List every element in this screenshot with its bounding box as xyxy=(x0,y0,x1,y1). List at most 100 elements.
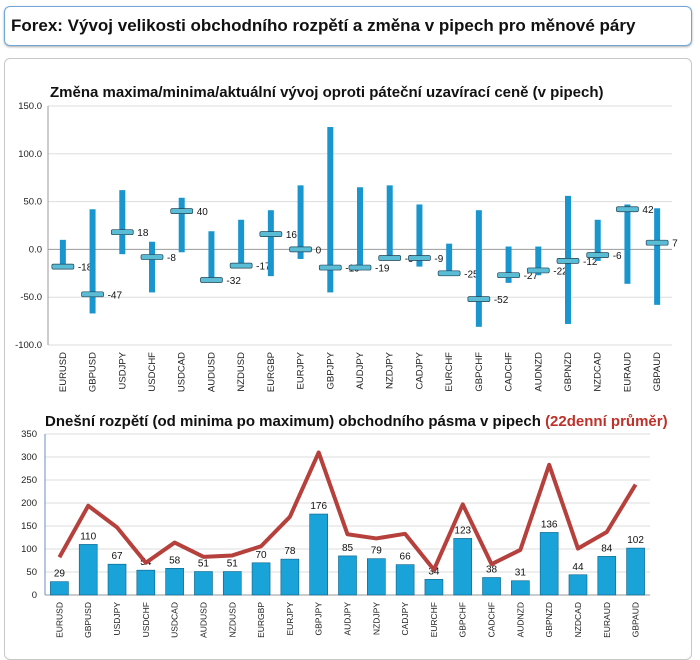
x-tick-label: CADJPY xyxy=(400,602,410,636)
bar-value-label: 58 xyxy=(169,555,181,566)
x-tick-label: GBPNZD xyxy=(544,602,554,637)
chart1: 150.0 100.0 50.0 0.0 -50.0 -100.0 -18 EURUSD -47… xyxy=(15,101,678,392)
current-marker xyxy=(318,264,342,271)
current-marker xyxy=(140,254,164,260)
x-tick-label: NZDJPY xyxy=(371,602,381,635)
x-tick-label: CADJPY xyxy=(414,351,425,389)
avg-22-day-line xyxy=(57,450,638,572)
bar xyxy=(78,544,98,596)
range-bar xyxy=(416,204,423,267)
current-marker xyxy=(556,258,580,264)
current-marker xyxy=(229,262,253,269)
range-bar xyxy=(119,190,126,255)
x-tick-label: NZDUSD xyxy=(236,352,247,392)
current-marker xyxy=(170,208,194,215)
range-bar xyxy=(357,187,363,268)
y-tick-label: 200 xyxy=(21,498,37,509)
current-label: 40 xyxy=(197,207,209,218)
bar-value-label: 176 xyxy=(310,501,327,512)
y-tick-label: -50.0 xyxy=(20,292,42,303)
x-tick-label: USDJPY xyxy=(112,602,122,636)
bar-value-label: 78 xyxy=(284,546,296,557)
bar-value-label: 51 xyxy=(198,559,210,570)
y-tick-label: 100.0 xyxy=(18,149,42,160)
range-bar xyxy=(535,246,542,276)
chart2-title-highlight: (22denní průměr) xyxy=(545,413,668,430)
range-bar xyxy=(59,239,66,267)
bar xyxy=(309,513,328,596)
x-tick-label: NZDCAD xyxy=(573,602,583,637)
x-tick-label: EURJPY xyxy=(296,351,307,389)
x-tick-label: AUDUSD xyxy=(198,602,208,638)
bar xyxy=(280,558,300,596)
current-label: -18 xyxy=(78,263,93,274)
bar xyxy=(568,574,588,596)
range-bar xyxy=(297,185,304,259)
bar-value-label: 31 xyxy=(515,568,527,579)
current-label: -32 xyxy=(226,276,241,287)
x-tick-label: EURAUD xyxy=(602,602,612,638)
x-tick-label: AUDUSD xyxy=(206,352,217,392)
chart1-title: Změna maxima/minima/aktuální vývoj oprot… xyxy=(50,84,604,101)
x-tick-label: EURCHF xyxy=(429,602,439,637)
x-tick-label: CADCHF xyxy=(504,352,515,392)
bar xyxy=(367,558,386,596)
current-label: 16 xyxy=(286,230,298,241)
current-label: -22 xyxy=(553,266,568,277)
range-bar xyxy=(654,208,661,305)
range-bar xyxy=(594,219,601,261)
bar-value-label: 102 xyxy=(627,535,644,546)
bar-value-label: 84 xyxy=(601,543,613,554)
range-bar xyxy=(505,246,512,283)
bar xyxy=(597,556,617,596)
x-tick-label: GBPAUD xyxy=(652,352,663,392)
y-tick-label: 100 xyxy=(21,544,37,555)
range-bar xyxy=(149,241,155,293)
x-tick-label: NZDUSD xyxy=(227,602,237,637)
range-bar xyxy=(238,219,245,266)
current-label: -47 xyxy=(108,290,123,301)
x-tick-label: NZDJPY xyxy=(385,351,396,389)
current-marker xyxy=(289,246,312,253)
range-bar xyxy=(386,185,393,260)
x-tick-label: AUDNZD xyxy=(533,352,544,392)
bar xyxy=(50,581,69,596)
y-tick-label: 300 xyxy=(21,452,37,463)
bar xyxy=(511,580,530,596)
current-marker xyxy=(110,229,134,236)
bar-value-label: 66 xyxy=(400,552,412,563)
x-tick-label: USDCAD xyxy=(177,352,188,392)
y-tick-label: 150 xyxy=(21,521,37,532)
bar xyxy=(453,538,473,596)
current-marker xyxy=(526,267,550,274)
y-tick-label: 50.0 xyxy=(24,197,43,208)
bar-value-label: 70 xyxy=(256,550,268,561)
current-marker xyxy=(259,231,283,237)
range-bar xyxy=(89,209,96,314)
bar-value-label: 123 xyxy=(454,525,471,536)
x-tick-label: CADCHF xyxy=(487,602,497,637)
x-tick-label: EURUSD xyxy=(54,602,64,638)
bar-value-label: 44 xyxy=(572,562,584,573)
bar-value-label: 34 xyxy=(428,566,440,577)
bar xyxy=(136,569,156,596)
current-marker xyxy=(408,255,431,261)
current-marker xyxy=(378,255,402,261)
bar-value-label: 38 xyxy=(486,565,498,576)
current-marker xyxy=(645,239,669,246)
x-tick-label: AUDJPY xyxy=(343,602,353,636)
range-bar xyxy=(327,127,334,293)
x-tick-label: AUDNZD xyxy=(515,602,525,637)
range-bar xyxy=(446,243,453,274)
current-label: 7 xyxy=(672,239,678,250)
x-tick-label: GBPNZD xyxy=(563,352,574,392)
current-label: -8 xyxy=(167,253,176,264)
bar-value-label: 51 xyxy=(227,559,239,570)
chart2: 350 300 250 200 150 100 50 0 29 EURUSD 110 GBPUSD 67… xyxy=(21,429,650,638)
current-marker xyxy=(200,277,223,283)
bar-value-label: 136 xyxy=(541,519,558,530)
y-tick-label: 0.0 xyxy=(29,244,42,255)
range-bar xyxy=(475,210,482,327)
chart2-title-main: Dnešní rozpětí (od minima po maximum) ob… xyxy=(45,413,541,430)
bar-value-label: 110 xyxy=(80,531,96,542)
